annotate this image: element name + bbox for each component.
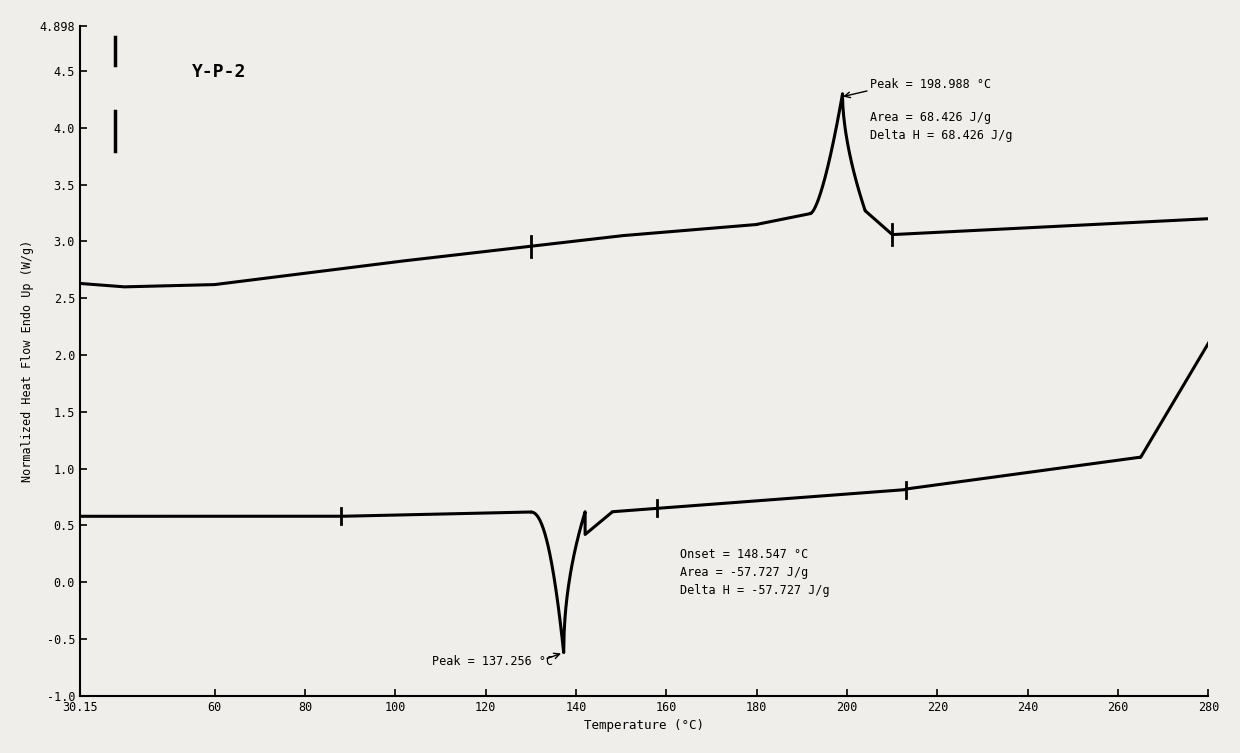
Text: Onset = 148.547 °C
Area = -57.727 J/g
Delta H = -57.727 J/g: Onset = 148.547 °C Area = -57.727 J/g De… (680, 547, 830, 596)
Text: Y-P-2: Y-P-2 (192, 62, 247, 81)
X-axis label: Temperature (°C): Temperature (°C) (584, 719, 704, 732)
Text: Area = 68.426 J/g
Delta H = 68.426 J/g: Area = 68.426 J/g Delta H = 68.426 J/g (869, 111, 1012, 142)
Text: Peak = 198.988 °C: Peak = 198.988 °C (869, 78, 991, 91)
Y-axis label: Normalized Heat Flow Endo Up (W/g): Normalized Heat Flow Endo Up (W/g) (21, 239, 33, 482)
Text: Peak = 137.256 °C: Peak = 137.256 °C (432, 655, 553, 668)
